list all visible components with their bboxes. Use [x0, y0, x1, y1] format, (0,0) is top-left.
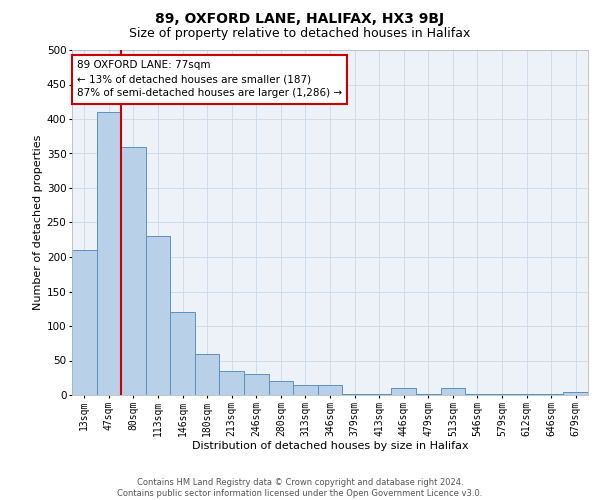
Bar — [170, 312, 195, 395]
Text: Contains HM Land Registry data © Crown copyright and database right 2024.
Contai: Contains HM Land Registry data © Crown c… — [118, 478, 482, 498]
Text: 89 OXFORD LANE: 77sqm
← 13% of detached houses are smaller (187)
87% of semi-det: 89 OXFORD LANE: 77sqm ← 13% of detached … — [77, 60, 342, 98]
Bar — [220, 371, 244, 395]
Bar — [293, 384, 318, 395]
Bar — [391, 388, 416, 395]
Bar — [514, 394, 539, 395]
Bar — [539, 394, 563, 395]
Bar — [416, 394, 440, 395]
Bar — [465, 394, 490, 395]
Bar — [440, 388, 465, 395]
Text: 89, OXFORD LANE, HALIFAX, HX3 9BJ: 89, OXFORD LANE, HALIFAX, HX3 9BJ — [155, 12, 445, 26]
Bar — [121, 146, 146, 395]
Bar — [367, 394, 391, 395]
Text: Size of property relative to detached houses in Halifax: Size of property relative to detached ho… — [130, 28, 470, 40]
Bar — [97, 112, 121, 395]
Bar — [72, 250, 97, 395]
Bar — [342, 394, 367, 395]
Bar — [146, 236, 170, 395]
Y-axis label: Number of detached properties: Number of detached properties — [32, 135, 43, 310]
X-axis label: Distribution of detached houses by size in Halifax: Distribution of detached houses by size … — [191, 442, 469, 452]
Bar — [244, 374, 269, 395]
Bar — [318, 384, 342, 395]
Bar — [269, 381, 293, 395]
Bar — [563, 392, 588, 395]
Bar — [490, 394, 514, 395]
Bar — [195, 354, 220, 395]
